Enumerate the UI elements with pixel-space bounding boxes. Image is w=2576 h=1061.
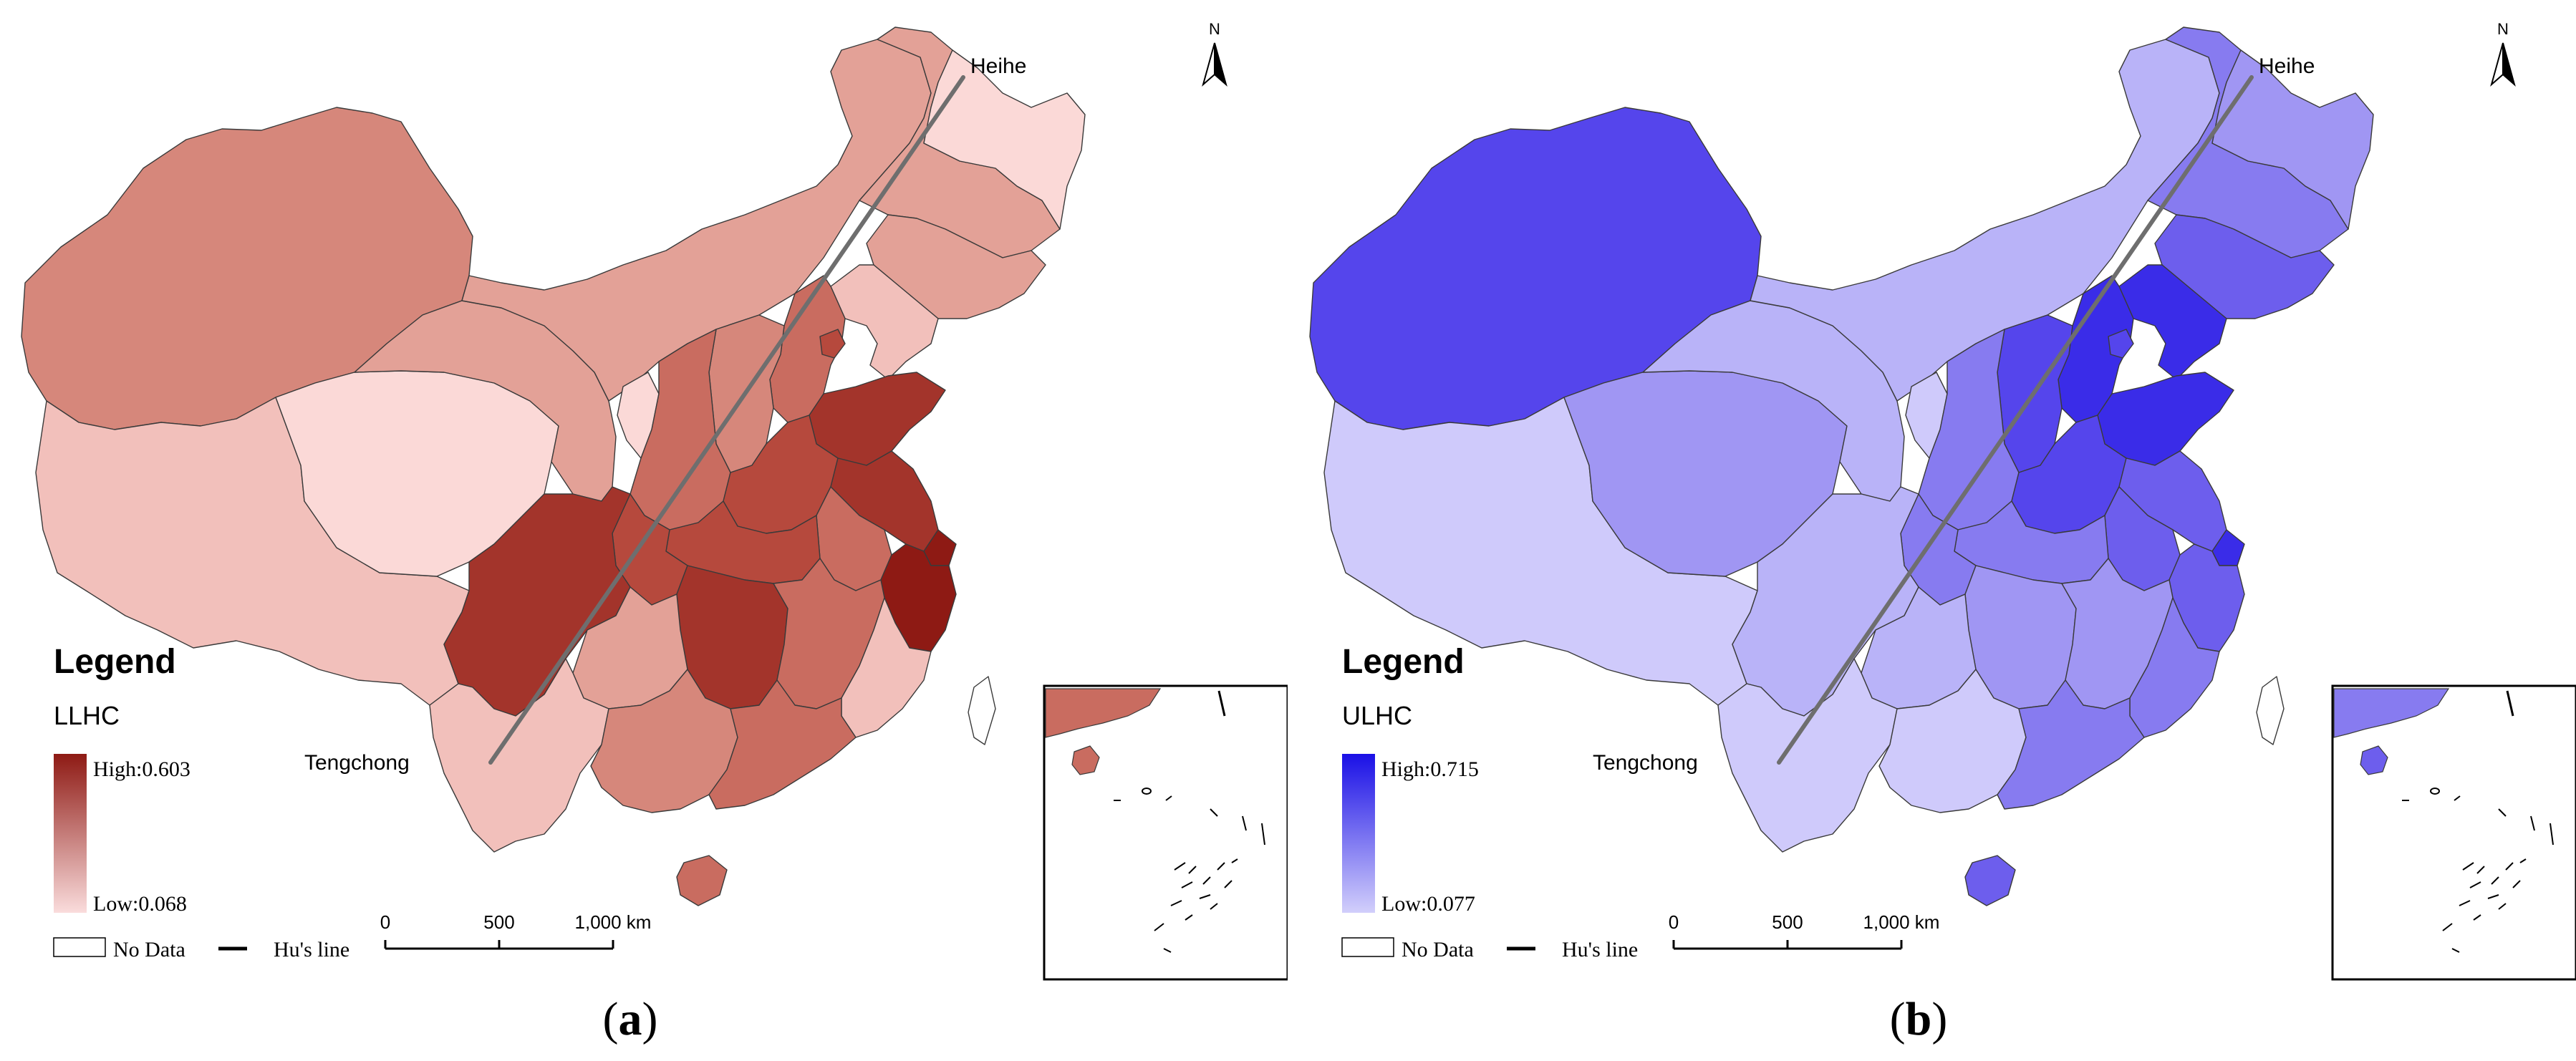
region-hainan [1964, 855, 2016, 906]
legend-gradient-bar [54, 754, 87, 913]
caption-open: ( [1890, 993, 1906, 1045]
caption-letter: a [619, 993, 642, 1045]
panel-caption: (a) [603, 993, 658, 1045]
north-arrow-label: N [2497, 20, 2509, 38]
panel-b: Heihe Tengchong N [1288, 0, 2576, 1061]
hus-line [1777, 75, 2254, 765]
city-label-tengchong: Tengchong [304, 751, 410, 775]
caption-close: ) [1931, 993, 1947, 1045]
north-arrow-right-icon [1214, 42, 1227, 87]
region-guangdong [1997, 679, 2145, 810]
inset-frame [1043, 684, 1288, 981]
legend-low-label: Low:0.077 [1381, 892, 1475, 916]
scale-tick-500: 500 [483, 911, 514, 933]
legend-hus-line-label: Hu's line [274, 938, 349, 961]
region-shandong [2097, 372, 2234, 466]
north-arrow-label: N [1209, 20, 1220, 38]
region-taiwan [2256, 676, 2285, 745]
inset-islands [2402, 788, 2554, 953]
region-fujian [2129, 597, 2220, 738]
north-arrow-left-icon [2490, 42, 2504, 87]
city-label-tengchong: Tengchong [1593, 751, 1698, 775]
scale-tick-0: 0 [380, 911, 390, 933]
legend-title: Legend [1342, 643, 1465, 681]
region-shandong [809, 372, 946, 466]
region-taiwan [968, 676, 996, 745]
south-china-sea-inset [1043, 684, 1288, 981]
inset-taiwan-outline [2506, 690, 2514, 717]
panel-a: Heihe Tengchong N [21, 20, 1288, 1045]
south-china-sea-inset [2331, 684, 2576, 981]
inset-hainan [2360, 745, 2388, 775]
caption-open: ( [603, 993, 619, 1045]
hus-line [488, 75, 965, 765]
scale-tick-1000: 1,000 km [575, 911, 652, 933]
legend-low-label: Low:0.068 [93, 892, 187, 916]
inset-hainan [1071, 745, 1100, 775]
north-arrow-right-icon [2502, 42, 2516, 87]
inset-taiwan-outline [1217, 690, 1226, 717]
north-arrow: N [1202, 20, 1227, 87]
map-figure: Heihe Tengchong N [1309, 20, 2576, 1045]
north-arrow: N [2490, 20, 2516, 87]
panel-caption: (b) [1890, 993, 1948, 1045]
inset-mainland-coast [1045, 688, 1162, 738]
scale-tick-1000: 1,000 km [1863, 911, 1940, 933]
legend-high-label: High:0.715 [1381, 757, 1479, 781]
scale-tick-500: 500 [1772, 911, 1803, 933]
north-arrow-left-icon [1202, 42, 1215, 87]
scale-bar: 0 500 1,000 km [380, 911, 652, 950]
legend-variable: LLHC [54, 701, 120, 730]
legend-gradient-bar [1342, 754, 1375, 913]
scale-bar: 0 500 1,000 km [1669, 911, 1940, 950]
region-tianjin [2108, 329, 2134, 359]
region-liaoning [2118, 264, 2227, 380]
caption-letter: b [1906, 993, 1932, 1045]
legend-high-label: High:0.603 [93, 757, 190, 781]
china-map [21, 26, 1086, 906]
region-tianjin [819, 329, 846, 359]
scale-tick-0: 0 [1669, 911, 1679, 933]
legend-nodata-label: No Data [113, 938, 185, 961]
legend-variable: ULHC [1342, 701, 1412, 730]
city-label-heihe: Heihe [2259, 54, 2315, 78]
legend-nodata-label: No Data [1402, 938, 1474, 961]
legend: Legend ULHC High:0.715 Low:0.077 No Data… [1341, 643, 1638, 961]
region-liaoning [830, 264, 939, 380]
legend-title: Legend [54, 643, 176, 681]
caption-close: ) [642, 993, 658, 1045]
legend-hus-line-label: Hu's line [1562, 938, 1638, 961]
inset-frame [2331, 684, 2576, 981]
inset-mainland-coast [2333, 688, 2450, 738]
city-label-heihe: Heihe [970, 54, 1026, 78]
inset-islands [1114, 788, 1265, 953]
map-figure: Heihe Tengchong N [21, 20, 1288, 1045]
region-hainan [676, 855, 728, 906]
legend-nodata-swatch [53, 937, 106, 957]
legend-nodata-swatch [1341, 937, 1394, 957]
region-fujian [841, 597, 932, 738]
legend: Legend LLHC High:0.603 Low:0.068 No Data… [53, 643, 349, 961]
region-guangdong [708, 679, 857, 810]
